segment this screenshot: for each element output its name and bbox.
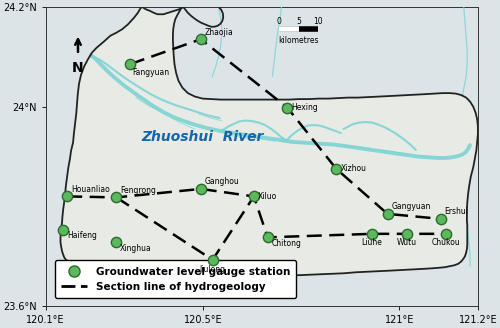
Point [197,37,205,42]
Text: Chukou: Chukou [432,238,461,247]
Point [368,231,376,236]
Point [436,216,444,221]
Text: Jiulong: Jiulong [200,265,226,274]
Text: Haifeng: Haifeng [67,231,97,240]
Point [284,105,292,110]
Legend: Groundwater level gauge station, Section line of hydrogeology: Groundwater level gauge station, Section… [55,260,296,298]
Text: Gangyuan: Gangyuan [392,202,431,211]
Text: kilometres: kilometres [278,36,319,45]
Text: Hexing: Hexing [291,103,318,112]
Point [63,194,71,199]
Text: 5: 5 [296,17,301,26]
Polygon shape [60,7,478,276]
Text: 0: 0 [277,17,282,26]
Text: Liuhe: Liuhe [362,238,382,247]
Point [197,186,205,192]
Point [208,257,216,262]
Text: Fangyuan: Fangyuan [132,68,169,77]
Text: N: N [72,61,84,75]
Point [384,211,392,216]
Text: Ganghou: Ganghou [204,177,240,186]
Text: Ershui: Ershui [444,207,468,216]
Text: Fengrong: Fengrong [120,186,156,195]
Point [126,62,134,67]
Point [403,231,411,236]
Text: Zhaojia: Zhaojia [204,28,234,37]
Point [59,227,67,233]
Point [112,240,120,245]
Point [250,194,258,199]
Text: Xinghua: Xinghua [120,244,152,253]
Point [112,195,120,200]
Text: Xiluo: Xiluo [258,192,277,201]
Point [264,235,272,240]
Text: Houanliao: Houanliao [71,185,110,194]
Text: 10: 10 [314,17,323,26]
Text: Chitong: Chitong [272,239,302,248]
Text: Wutu: Wutu [397,238,417,247]
Text: Zhuoshui  River: Zhuoshui River [142,130,264,144]
Text: Xizhou: Xizhou [340,164,366,174]
Point [442,231,450,236]
Polygon shape [183,2,223,27]
Point [332,166,340,172]
